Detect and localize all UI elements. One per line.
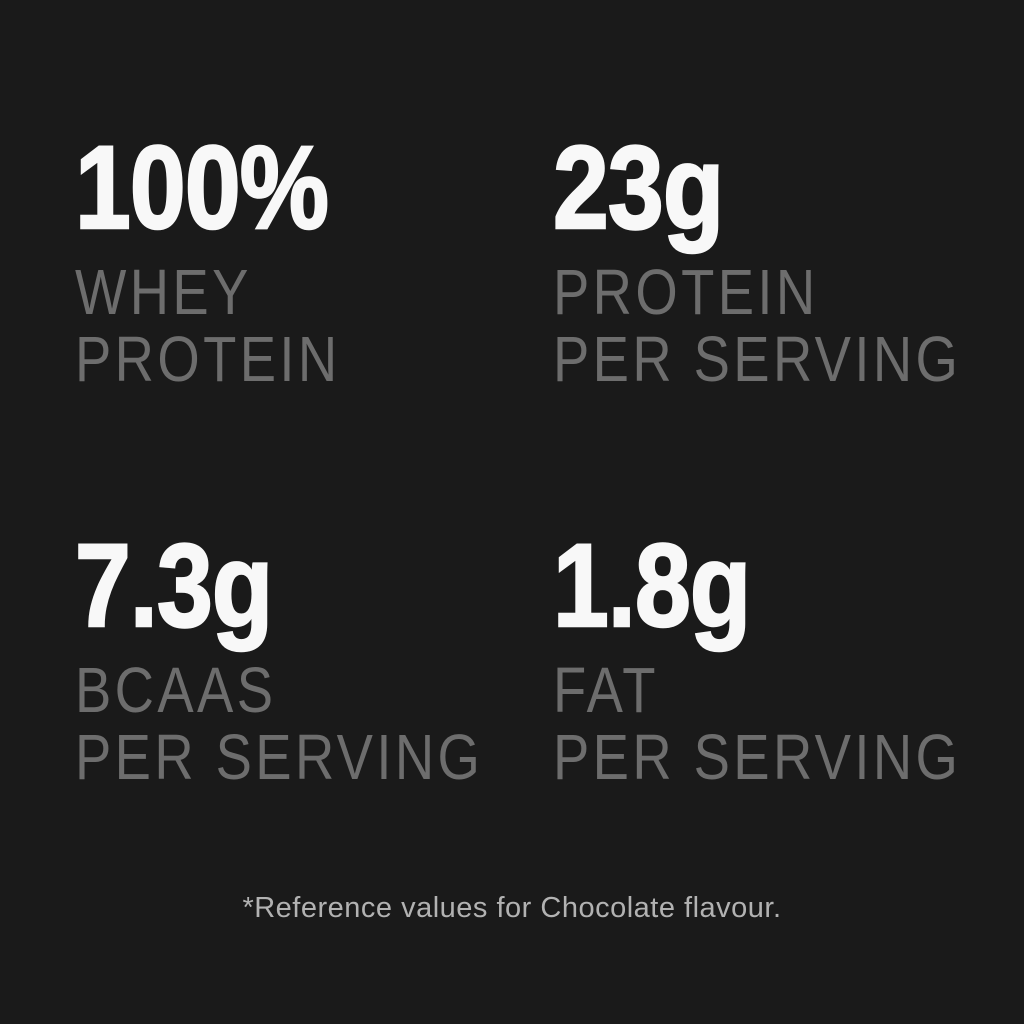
stat-label-line: FAT bbox=[553, 654, 659, 726]
stat-value-protein: 23g bbox=[552, 122, 725, 254]
stat-bcaas-per-serving: 7.3g BCAAS PER SERVING bbox=[74, 520, 483, 791]
stat-label-line: PER SERVING bbox=[553, 721, 962, 793]
stat-label-bcaas: BCAAS PER SERVING bbox=[75, 657, 483, 791]
stat-label-line: WHEY bbox=[75, 256, 252, 328]
footnote-reference-values: *Reference values for Chocolate flavour. bbox=[242, 892, 782, 924]
stat-fat-per-serving: 1.8g FAT PER SERVING bbox=[552, 520, 961, 791]
stat-whey-protein: 100% WHEY PROTEIN bbox=[74, 122, 341, 393]
stat-label-line: PER SERVING bbox=[75, 721, 484, 793]
stat-label-whey: WHEY PROTEIN bbox=[75, 259, 341, 393]
stat-label-protein: PROTEIN PER SERVING bbox=[553, 259, 961, 393]
stat-label-line: BCAAS bbox=[75, 654, 277, 726]
stat-label-line: PROTEIN bbox=[553, 256, 819, 328]
stat-label-fat: FAT PER SERVING bbox=[553, 657, 961, 791]
stat-value-fat: 1.8g bbox=[552, 520, 752, 652]
stat-value-whey: 100% bbox=[74, 122, 330, 254]
stat-label-line: PROTEIN bbox=[75, 323, 341, 395]
stat-label-line: PER SERVING bbox=[553, 323, 962, 395]
stat-protein-per-serving: 23g PROTEIN PER SERVING bbox=[552, 122, 961, 393]
stat-value-bcaas: 7.3g bbox=[74, 520, 274, 652]
